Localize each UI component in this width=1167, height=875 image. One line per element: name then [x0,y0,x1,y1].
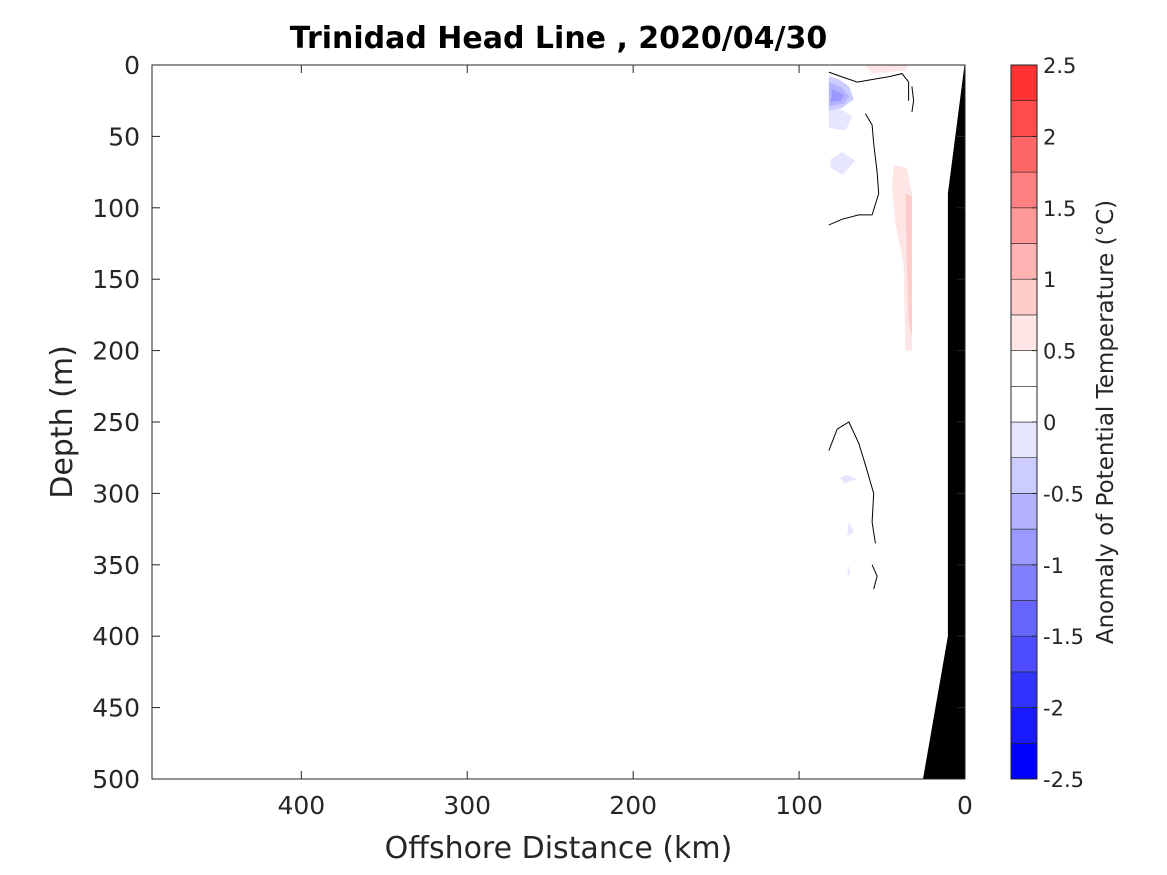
colorbar-band [1010,314,1038,351]
anomaly-patch-3 [882,85,912,120]
y-tick-label: 500 [92,765,140,794]
anomaly-patch-16 [847,522,854,537]
y-tick-label: 50 [108,122,140,151]
y-tick-label: 150 [92,265,140,294]
colorbar-band [1010,350,1038,387]
zero-contour-line-2 [828,113,880,226]
colorbar-band [1010,243,1038,280]
y-tick-label: 200 [92,337,140,366]
x-tick-label: 0 [957,791,973,820]
colorbar-band [1010,742,1038,780]
colorbar-band [1010,136,1038,173]
colorbar-band [1010,421,1038,459]
colorbar-band [1010,493,1038,530]
colorbar-band [1010,600,1038,637]
colorbar-tick-label: -1.5 [1043,625,1084,649]
colorbar-label: Anomaly of Potential Temperature (°C) [1093,200,1119,644]
colorbar: -2.5 -2 -1.5 -1 -0.5 0 0.5 1 1.5 2 2.5 [1010,54,1084,792]
colorbar-band [1010,707,1038,744]
zero-contour-line-4 [871,564,878,590]
colorbar-tick-label: 1.5 [1043,197,1076,221]
anomaly-patch-14 [830,152,856,175]
colorbar-tick-label: -1 [1043,554,1064,578]
colorbar-tick-label: -0.5 [1043,482,1084,506]
anomaly-patch-15 [840,474,858,484]
colorbar-band [1010,564,1038,601]
y-axis-label: Depth (m) [45,345,80,499]
colorbar-band [1010,385,1038,423]
y-tick-label: 350 [92,551,140,580]
anomaly-patch-9 [865,65,909,74]
y-tick-label: 300 [92,479,140,508]
colorbar-band [1010,171,1038,209]
colorbar-band [1010,528,1038,566]
y-tick-label: 0 [124,51,140,80]
colorbar-tick-label: -2.5 [1043,768,1084,792]
anomaly-patch-5 [857,250,896,330]
colorbar-band [1010,278,1038,316]
y-tick-label: 100 [92,194,140,223]
colorbar-tick-label: 0 [1043,411,1056,435]
colorbar-band [1010,457,1038,494]
colorbar-band [1010,64,1038,102]
x-tick-label: 400 [277,791,325,820]
anomaly-patch-17 [847,564,851,575]
anomaly-patch-7 [905,193,912,337]
y-tick-label: 400 [92,622,140,651]
colorbar-band [1010,635,1038,673]
colorbar-tick-label: -2 [1043,697,1064,721]
anomaly-patch-10 [828,107,853,131]
colorbar-tick-label: 0.5 [1043,340,1076,364]
colorbar-band [1010,100,1038,137]
anomaly-patch-13 [830,89,844,103]
colorbar-tick-label: 2.5 [1043,54,1076,78]
colorbar-band [1010,207,1038,244]
x-tick-label: 300 [443,791,491,820]
colorbar-tick-label: 1 [1043,268,1056,292]
y-tick-label: 450 [92,694,140,723]
chart-title: Trinidad Head Line , 2020/04/30 [290,21,827,56]
colorbar-tick-label: 2 [1043,125,1056,149]
plot-area [152,65,965,779]
y-tick-label: 250 [92,408,140,437]
anomaly-patch-1 [828,293,866,380]
x-tick-label: 200 [609,791,657,820]
plot-content [828,64,966,780]
x-tick-label: 100 [775,791,823,820]
x-axis-label: Offshore Distance (km) [385,831,733,866]
zero-contour-line-0 [828,71,910,101]
y-axis-ticks: 0 50 100 150 200 250 300 350 400 450 500 [92,51,965,794]
colorbar-band [1010,671,1038,708]
zero-contour-line-1 [911,86,915,113]
x-axis-ticks: 400 300 200 100 0 [277,65,973,820]
zero-contour-line-3 [828,421,876,544]
